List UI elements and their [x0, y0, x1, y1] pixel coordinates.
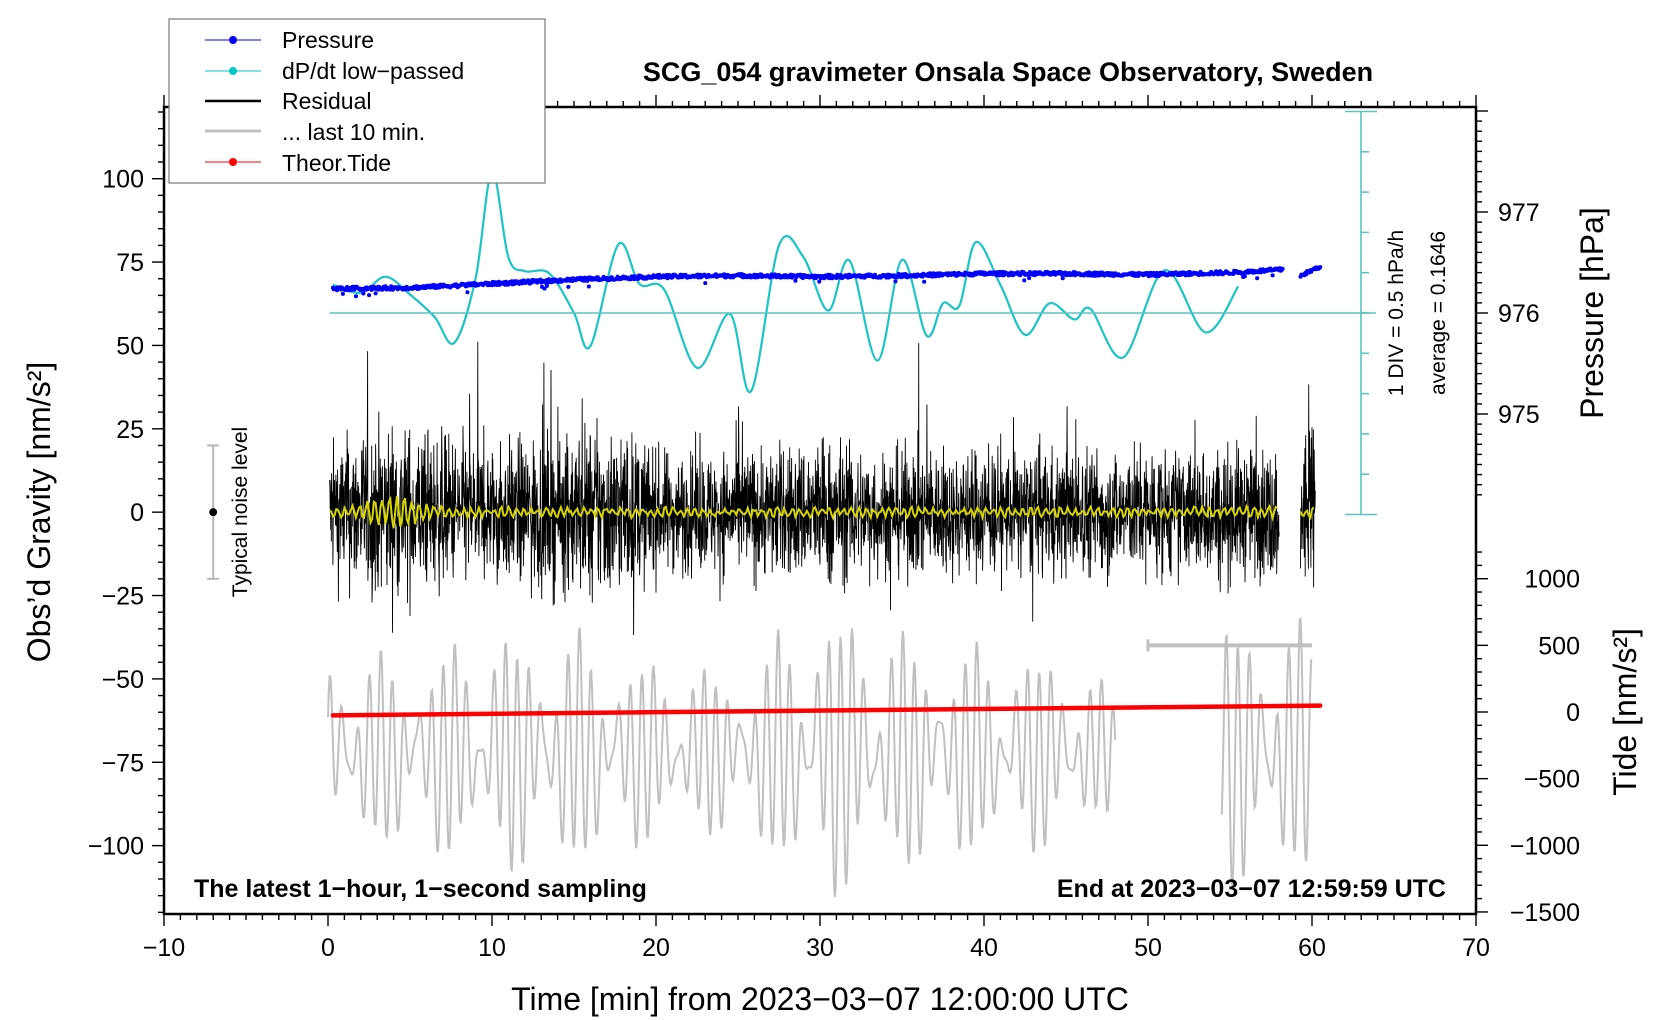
y-tick-label: 100 [102, 166, 144, 194]
x-axis-label: Time [min] from 2023−03−07 12:00:00 UTC [511, 981, 1129, 1017]
x-tick-label: −10 [143, 934, 185, 962]
tide-tick-label: −1000 [1510, 832, 1580, 860]
legend-label: dP/dt low−passed [282, 58, 464, 84]
pressure-tick-label: 977 [1498, 199, 1540, 227]
pressure-tick-label: 975 [1498, 401, 1540, 429]
legend-entry-dpdt: dP/dt low−passed [205, 58, 464, 84]
x-tick-label: 0 [321, 934, 335, 962]
axis-ticks: −10 0 10 20 30 40 50 60 70−100−75−50−25025507510… [88, 95, 1580, 962]
x-tick-label: 20 [642, 934, 670, 962]
residual-filtered-series [329, 495, 1315, 529]
dpdt-series [332, 170, 1240, 394]
tide-tick-label: −1500 [1510, 899, 1580, 927]
legend: Pressure dP/dt low−passed Residual ... l… [168, 18, 546, 184]
y-tick-label: −75 [102, 749, 144, 777]
residual-series [329, 341, 1316, 636]
y-tick-label: 0 [130, 499, 144, 527]
legend-label: Residual [282, 88, 372, 114]
x-tick-label: 10 [478, 934, 506, 962]
y-tick-label: −100 [88, 833, 144, 861]
x-tick-label: 50 [1134, 934, 1162, 962]
average-annotation: average = 0.1646 [1427, 231, 1450, 395]
legend-label: Theor.Tide [282, 150, 391, 176]
legend-entry-last10: ... last 10 min. [205, 119, 425, 145]
tide-tick-label: 500 [1538, 632, 1580, 660]
legend-label: ... last 10 min. [282, 119, 425, 145]
legend-tide-dot [229, 158, 237, 166]
x-tick-label: 60 [1298, 934, 1326, 962]
pressure-tick-label: 976 [1498, 300, 1540, 328]
y-tick-label: 25 [116, 416, 144, 444]
legend-entry-pressure: Pressure [205, 27, 374, 53]
tide-tick-label: 1000 [1524, 566, 1580, 594]
last-10-min-series [327, 617, 1313, 898]
tide-tick-label: −500 [1524, 766, 1580, 794]
noise-level-dot [209, 508, 218, 517]
legend-pressure-dot [229, 36, 237, 44]
y-tick-label: −50 [102, 666, 144, 694]
div-scale-annotation: 1 DIV = 0.5 hPa/h [1385, 230, 1408, 396]
noise-level-annotation: Typical noise level [229, 427, 252, 597]
end-time-annotation: End at 2023−03−07 12:59:59 UTC [1057, 875, 1446, 903]
legend-entry-tide: Theor.Tide [205, 150, 391, 176]
legend-dpdt-dot [229, 67, 237, 75]
tide-series [330, 703, 1323, 718]
tide-axis-label: Tide [nm/s²] [1607, 628, 1643, 796]
x-tick-label: 40 [970, 934, 998, 962]
y-axis-label: Obs’d Gravity [nm/s²] [21, 362, 57, 663]
series-layer [327, 170, 1323, 898]
y-tick-label: −25 [102, 583, 144, 611]
x-tick-label: 70 [1462, 934, 1490, 962]
overlay-layer [207, 110, 1377, 652]
legend-entry-residual: Residual [205, 88, 372, 114]
tide-tick-label: 0 [1566, 699, 1580, 727]
sampling-annotation: The latest 1−hour, 1−second sampling [194, 875, 647, 903]
legend-label: Pressure [282, 27, 374, 53]
pressure-series [330, 265, 1323, 299]
chart-title: SCG_054 gravimeter Onsala Space Observat… [643, 57, 1373, 87]
x-tick-label: 30 [806, 934, 834, 962]
y-tick-label: 50 [116, 332, 144, 360]
y-tick-label: 75 [116, 249, 144, 277]
pressure-axis-label: Pressure [hPa] [1574, 207, 1610, 419]
